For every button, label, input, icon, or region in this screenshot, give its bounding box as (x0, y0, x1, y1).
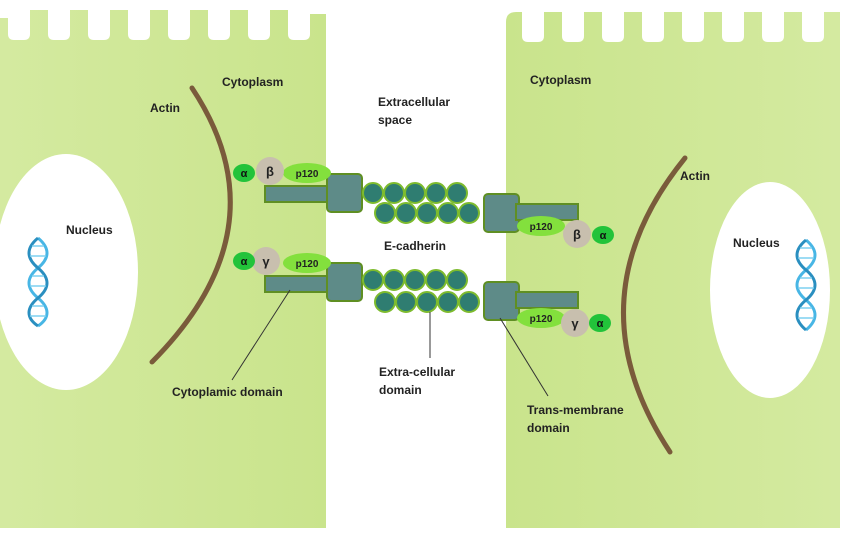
e-cadherin-label: E-cadherin (384, 239, 446, 253)
cytoplasm-label-right: Cytoplasm (530, 73, 591, 87)
beta-label: β (573, 227, 581, 242)
p120-label: p120 (296, 259, 319, 270)
transmembrane-domain-label-line1: Trans-membrane (527, 403, 624, 417)
left-nucleus (0, 154, 138, 390)
catenin-complex-lower-left: p120 γ α (233, 247, 331, 275)
alpha-label: α (241, 168, 248, 180)
alpha-label: α (597, 318, 604, 330)
extracellular-repeats (374, 291, 480, 313)
p120-label: p120 (296, 169, 319, 180)
nucleus-label-right: Nucleus (733, 236, 780, 250)
extracellular-repeats (362, 269, 468, 291)
p120-protein (283, 253, 331, 273)
transmembrane-domain-label-line2: domain (527, 421, 570, 435)
dna-icon (795, 238, 817, 332)
extracellular-repeats (362, 182, 468, 204)
dna-icon (27, 236, 49, 328)
cytoplasmic-domain-rod (264, 275, 331, 293)
alpha-label: α (600, 230, 607, 242)
p120-label: p120 (530, 222, 553, 233)
actin-label-left: Actin (150, 101, 180, 115)
cadherin-lower-right (374, 281, 579, 321)
cytoplasmic-domain-label: Cytoplamic domain (172, 385, 283, 399)
actin-label-right: Actin (680, 169, 710, 183)
cytoplasmic-domain-leader (231, 289, 291, 381)
extracellular-domain-label-line1: Extra-cellular (379, 365, 455, 379)
extracellular-space-label-line1: Extracellular (378, 95, 450, 109)
cytoplasmic-domain-rod (264, 185, 331, 203)
gamma-label: γ (571, 316, 579, 331)
alpha-catenin (233, 164, 255, 182)
gamma-label: γ (262, 254, 270, 269)
gamma-catenin (252, 247, 280, 275)
transmembrane-block (483, 281, 520, 321)
right-actin-filament (621, 155, 688, 455)
beta-label: β (266, 164, 274, 179)
alpha-catenin (233, 252, 255, 270)
catenin-complex-lower-right: p120 γ α (517, 308, 611, 337)
left-actin-filament (149, 85, 233, 365)
cytoplasm-label-left: Cytoplasm (222, 75, 283, 89)
cadherin-upper-right (374, 193, 579, 233)
extracellular-domain-label-line2: domain (379, 383, 422, 397)
catenin-complex-upper-left: p120 β α (233, 157, 331, 185)
transmembrane-block (326, 173, 363, 213)
beta-catenin (563, 220, 591, 248)
extracellular-repeats (374, 202, 480, 224)
p120-label: p120 (530, 314, 553, 325)
alpha-catenin (589, 314, 611, 332)
alpha-catenin (592, 226, 614, 244)
cadherin-lower-left (264, 262, 468, 302)
nucleus-label-left: Nucleus (66, 223, 113, 237)
p120-protein (283, 163, 331, 183)
cadherin-upper-left (264, 173, 468, 213)
gamma-catenin (561, 309, 589, 337)
alpha-label: α (241, 256, 248, 268)
p120-protein (517, 308, 565, 328)
right-nucleus (710, 182, 830, 398)
catenin-complex-upper-right: p120 β α (517, 216, 614, 248)
transmembrane-block (483, 193, 520, 233)
transmembrane-leader (499, 317, 549, 397)
transmembrane-block (326, 262, 363, 302)
beta-catenin (256, 157, 284, 185)
cytoplasmic-domain-rod (515, 291, 579, 309)
p120-protein (517, 216, 565, 236)
right-cell (506, 12, 840, 528)
extracellular-space-label-line2: space (378, 113, 412, 127)
left-cell (0, 10, 326, 528)
